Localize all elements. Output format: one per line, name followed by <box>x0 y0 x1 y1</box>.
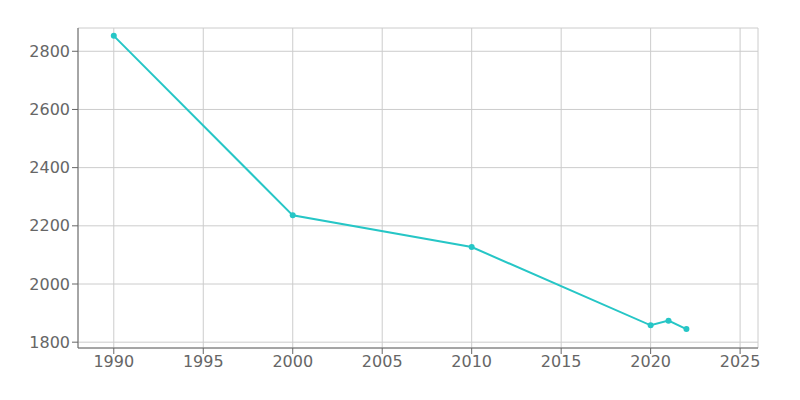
svg-text:1995: 1995 <box>183 352 224 371</box>
svg-text:2015: 2015 <box>541 352 582 371</box>
svg-text:2200: 2200 <box>29 216 70 235</box>
svg-text:1990: 1990 <box>93 352 134 371</box>
svg-text:2020: 2020 <box>630 352 671 371</box>
svg-text:2400: 2400 <box>29 158 70 177</box>
svg-text:2010: 2010 <box>451 352 492 371</box>
svg-text:2600: 2600 <box>29 100 70 119</box>
svg-text:2000: 2000 <box>29 275 70 294</box>
svg-text:2005: 2005 <box>362 352 403 371</box>
svg-text:2800: 2800 <box>29 42 70 61</box>
svg-text:2000: 2000 <box>272 352 313 371</box>
svg-text:1800: 1800 <box>29 333 70 352</box>
svg-text:2025: 2025 <box>720 352 761 371</box>
